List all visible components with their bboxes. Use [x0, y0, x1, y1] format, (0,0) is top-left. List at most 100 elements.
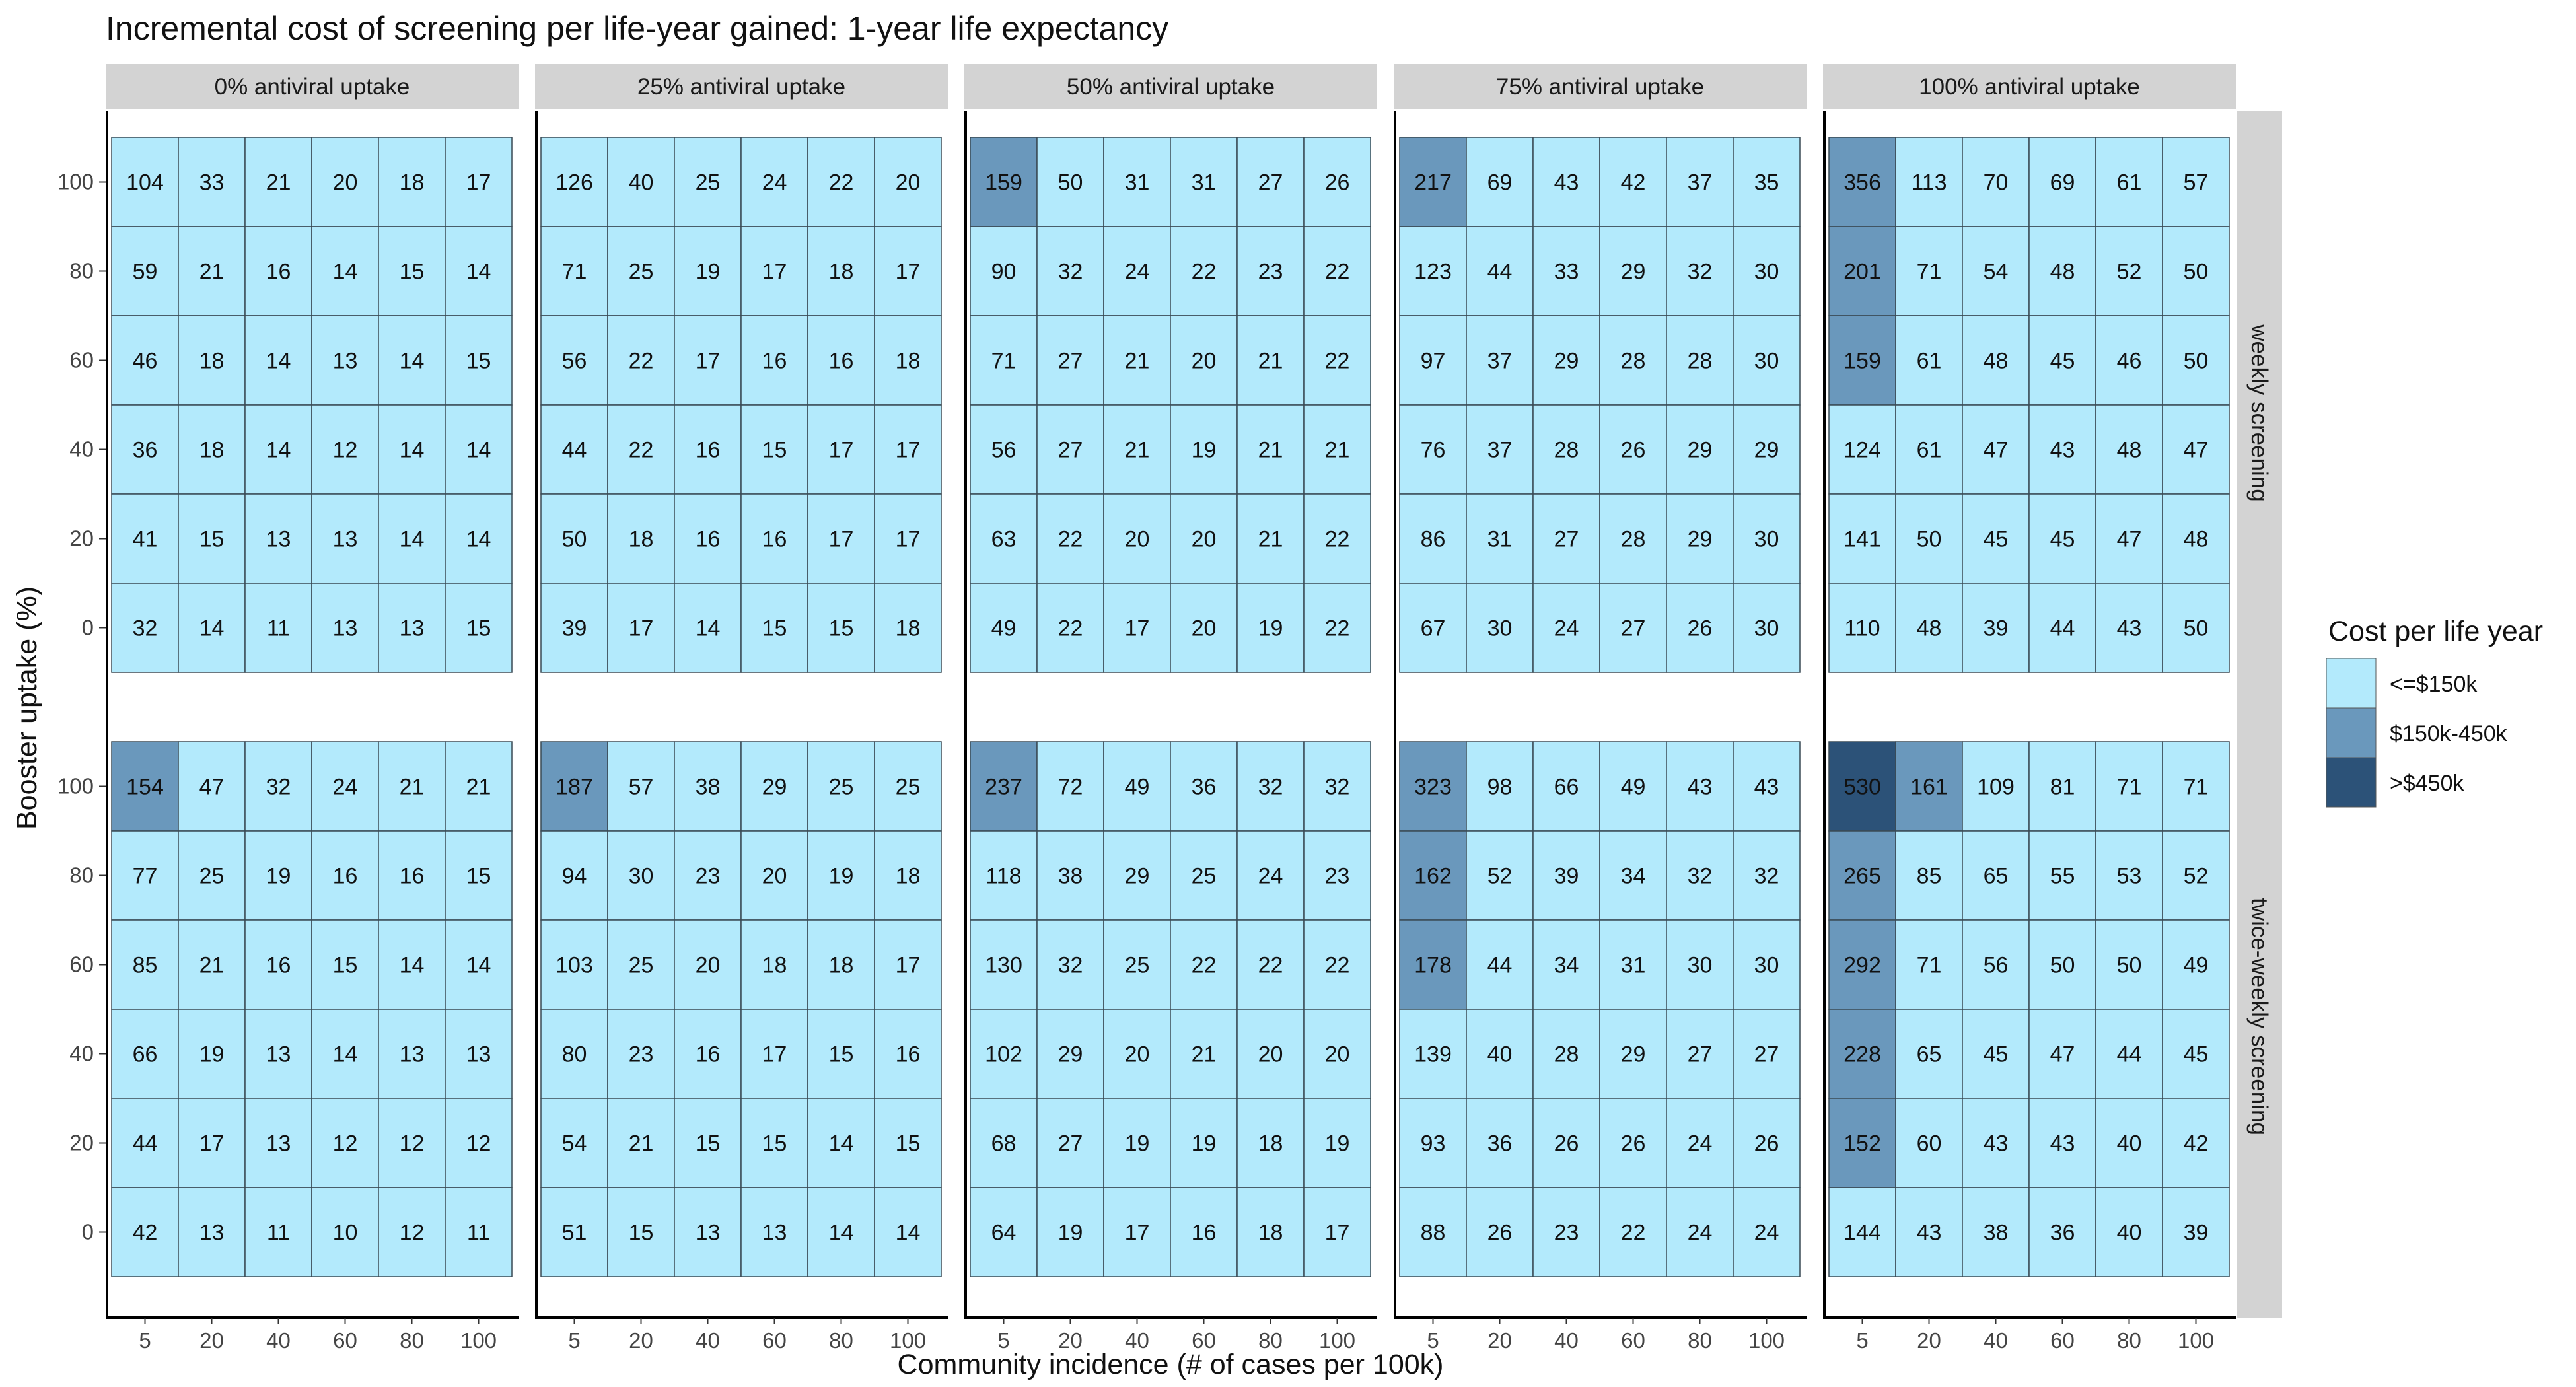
cell-value-label: 53 — [2117, 864, 2142, 889]
heatmap-cell — [1170, 830, 1238, 921]
cell-value-label: 17 — [762, 260, 787, 285]
heatmap-cell — [311, 315, 379, 406]
cell-value-label: 126 — [555, 170, 593, 196]
heatmap-cell — [1236, 583, 1305, 673]
legend-swatch — [2326, 707, 2377, 758]
heatmap-cell — [1036, 493, 1104, 584]
cell-value-label: 15 — [629, 1221, 654, 1246]
cell-value-label: 28 — [1621, 349, 1646, 374]
heatmap-cell — [1828, 226, 1896, 316]
cell-value-label: 13 — [466, 1042, 491, 1067]
heatmap-cell — [445, 226, 513, 316]
heatmap-cell — [1466, 1187, 1534, 1277]
cell-value-label: 16 — [400, 864, 425, 889]
heatmap-cell — [607, 830, 675, 921]
heatmap-cell — [970, 226, 1038, 316]
cell-value-label: 15 — [466, 616, 491, 641]
cell-value-label: 29 — [1688, 527, 1713, 552]
facet-panels: 0% antiviral uptake 25% antiviral uptake 5… — [57, 64, 2282, 1353]
heatmap-cell — [1599, 830, 1667, 921]
cell-value-label: 14 — [333, 1042, 358, 1067]
cell-value-label: 32 — [1325, 775, 1350, 800]
heatmap-cell — [1303, 919, 1371, 1010]
heatmap-cell — [178, 830, 246, 921]
cell-value-label: 22 — [1621, 1221, 1646, 1246]
cell-value-label: 90 — [991, 260, 1017, 285]
heatmap-cell — [111, 583, 179, 673]
heatmap-cell — [1303, 404, 1371, 495]
heatmap-cell — [378, 583, 446, 673]
cell-value-label: 64 — [991, 1221, 1017, 1246]
cell-value-label: 14 — [466, 953, 491, 978]
heatmap-cell — [740, 1098, 808, 1188]
heatmap-cell — [1599, 137, 1667, 227]
heatmap-cell — [1399, 226, 1467, 316]
heatmap-cell — [244, 137, 312, 227]
cell-value-label: 39 — [2184, 1221, 2209, 1246]
heatmap-cell — [178, 315, 246, 406]
heatmap-cell — [970, 830, 1038, 921]
heatmap-cell — [1399, 741, 1467, 832]
heatmap-cell — [1599, 583, 1667, 673]
cell-value-label: 49 — [1621, 775, 1646, 800]
heatmap-cell — [445, 315, 513, 406]
cell-value-label: 41 — [133, 527, 158, 552]
heatmap-cell — [874, 137, 942, 227]
x-tick-label: 60 — [1192, 1328, 1216, 1353]
heatmap-cell — [1895, 493, 1963, 584]
heatmap-cell — [2028, 137, 2096, 227]
heatmap-cell — [1895, 1187, 1963, 1277]
cell-value-label: 18 — [1258, 1131, 1283, 1156]
heatmap-cell — [1303, 583, 1371, 673]
heatmap-cell — [1399, 830, 1467, 921]
x-tick-label: 5 — [568, 1328, 580, 1353]
cell-value-label: 49 — [2184, 953, 2209, 978]
cell-value-label: 50 — [2117, 953, 2142, 978]
heatmap-cell — [807, 741, 875, 832]
heatmap-cell — [1466, 583, 1534, 673]
cell-value-label: 28 — [1554, 438, 1579, 463]
heatmap-cell — [2028, 404, 2096, 495]
cell-value-label: 54 — [1984, 260, 2009, 285]
heatmap-cell — [1532, 137, 1600, 227]
heatmap-cell — [244, 226, 312, 316]
cell-value-label: 13 — [696, 1221, 721, 1246]
cell-value-label: 60 — [1917, 1131, 1942, 1156]
heatmap-cell — [807, 404, 875, 495]
cell-value-label: 20 — [896, 170, 921, 196]
x-tick-label: 60 — [2050, 1328, 2075, 1353]
cell-value-label: 77 — [133, 864, 158, 889]
heatmap-cell — [1599, 919, 1667, 1010]
heatmap-cell — [1532, 1187, 1600, 1277]
cell-value-label: 29 — [1688, 438, 1713, 463]
cell-value-label: 11 — [467, 1221, 490, 1246]
cell-value-label: 24 — [1258, 864, 1283, 889]
heatmap-cell — [311, 741, 379, 832]
cell-value-label: 27 — [1258, 170, 1283, 196]
cell-value-label: 19 — [1058, 1221, 1083, 1246]
heatmap-cell — [244, 1187, 312, 1277]
heatmap-cell — [378, 493, 446, 584]
column-strip — [1823, 64, 2236, 109]
cell-value-label: 50 — [1917, 527, 1942, 552]
cell-value-label: 123 — [1414, 260, 1452, 285]
cell-value-label: 19 — [829, 864, 854, 889]
heatmap-cell — [1036, 315, 1104, 406]
heatmap-cell — [674, 741, 742, 832]
legend-title: Cost per life year — [2328, 616, 2543, 647]
cell-value-label: 26 — [1621, 1131, 1646, 1156]
cell-value-label: 37 — [1487, 438, 1513, 463]
cell-value-label: 51 — [562, 1221, 587, 1246]
cell-value-label: 530 — [1843, 775, 1881, 800]
cell-value-label: 13 — [266, 527, 291, 552]
x-tick-label: 100 — [2178, 1328, 2214, 1353]
cell-value-label: 18 — [896, 616, 921, 641]
cell-value-label: 110 — [1844, 616, 1880, 641]
cell-value-label: 16 — [333, 864, 358, 889]
cell-value-label: 16 — [762, 349, 787, 374]
heatmap-cell — [674, 137, 742, 227]
cell-value-label: 32 — [266, 775, 291, 800]
heatmap-cell — [2028, 1187, 2096, 1277]
cell-value-label: 38 — [1984, 1221, 2009, 1246]
